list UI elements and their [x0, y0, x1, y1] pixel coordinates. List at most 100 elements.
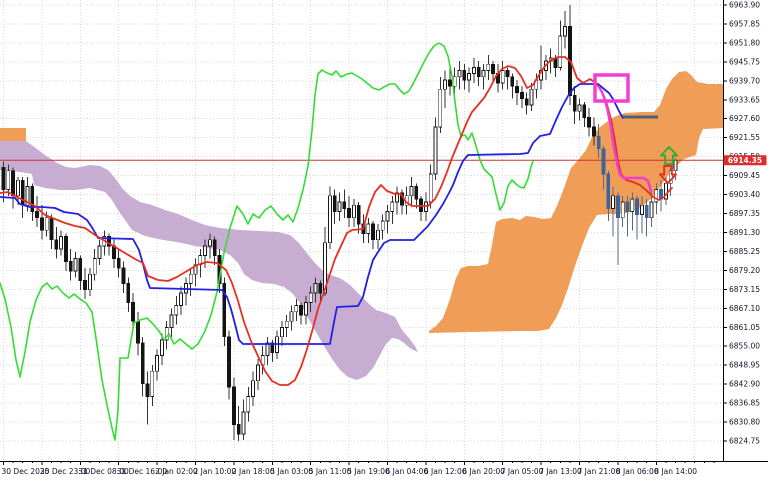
- candle: [380, 214, 385, 240]
- candle: [135, 311, 140, 356]
- candle: [193, 258, 198, 287]
- candle: [433, 117, 438, 181]
- time-tick-label: 6 Jan 20:00: [462, 467, 505, 476]
- candle: [524, 92, 529, 115]
- candle: [11, 167, 16, 209]
- candle: [500, 61, 505, 90]
- kumo-patch-top-left: [0, 128, 26, 141]
- candle: [116, 249, 121, 278]
- highlight-rectangle[interactable]: [593, 73, 630, 103]
- candle: [159, 333, 164, 366]
- price-tick-label: 6848.95: [729, 361, 760, 370]
- candle: [505, 67, 510, 90]
- candle: [649, 192, 654, 228]
- candle: [318, 280, 323, 303]
- up-arrow-icon[interactable]: [660, 146, 678, 165]
- time-tick-label: 8 Jan 06:00: [616, 467, 659, 476]
- candle: [596, 123, 601, 159]
- candle: [625, 195, 630, 237]
- candle: [630, 192, 635, 231]
- price-tick-label: 6873.15: [729, 285, 760, 294]
- price-tick-label: 6830.80: [729, 418, 760, 427]
- time-tick-label: 5 Jan 19:00: [347, 467, 390, 476]
- candle: [640, 195, 644, 234]
- candle: [40, 205, 44, 240]
- price-tick-label: 6885.25: [729, 247, 760, 256]
- price-tick-label: 6939.70: [729, 76, 760, 85]
- candle: [635, 195, 639, 240]
- candle: [289, 305, 294, 331]
- price-tick-label: 6927.60: [729, 114, 760, 123]
- candle: [620, 195, 625, 228]
- time-tick-label: 2 Jan 18:00: [232, 467, 275, 476]
- candle: [1, 161, 6, 203]
- kumo-cloud-bullish: [429, 71, 723, 333]
- candle: [390, 195, 395, 225]
- candle: [332, 189, 337, 225]
- candle: [150, 365, 155, 406]
- candle: [476, 61, 481, 87]
- candle: [366, 217, 371, 243]
- candle: [438, 76, 443, 134]
- down-arrow-icon[interactable]: [659, 165, 677, 184]
- candle: [539, 45, 543, 90]
- candle: [592, 117, 596, 146]
- candle: [471, 57, 476, 84]
- candle: [294, 299, 299, 322]
- candle: [529, 83, 534, 112]
- candle: [303, 296, 308, 325]
- candle: [279, 321, 284, 347]
- candle: [30, 183, 35, 221]
- candle: [145, 371, 150, 425]
- trend-path[interactable]: [597, 85, 653, 194]
- candle: [97, 239, 102, 265]
- price-tick-label: 6861.05: [729, 323, 760, 332]
- candle: [20, 177, 25, 218]
- annotations: [593, 73, 678, 194]
- candle: [347, 195, 352, 228]
- candle: [155, 349, 160, 381]
- candle: [568, 5, 572, 105]
- candle: [587, 108, 591, 137]
- price-axis: 6963.90 6957.85 6951.80 6945.75 6939.70 6933.…: [723, 0, 760, 461]
- price-tick-label: 6855.00: [729, 342, 760, 351]
- candle: [419, 195, 424, 221]
- candle: [183, 277, 188, 306]
- candle: [375, 224, 380, 250]
- candle: [126, 277, 131, 312]
- price-tick-label: 6824.75: [729, 437, 760, 446]
- candle: [563, 10, 567, 49]
- candle: [577, 98, 582, 121]
- price-tick-label: 6909.45: [729, 171, 760, 180]
- time-tick-label: 30 Dec 23:00: [40, 467, 91, 476]
- candle: [644, 198, 649, 237]
- time-tick-label: 30 Dec 2025: [2, 467, 50, 476]
- candle: [164, 321, 169, 350]
- time-tick-label: 6 Jan 12:00: [424, 467, 467, 476]
- chikou-span-line: [0, 42, 534, 441]
- candle: [308, 286, 313, 312]
- candle: [212, 236, 217, 265]
- price-tick-label: 6957.85: [729, 19, 760, 28]
- candle: [236, 405, 241, 441]
- time-tick-label: 7 Jan 13:00: [539, 467, 582, 476]
- candle: [515, 79, 519, 105]
- candle: [83, 267, 87, 300]
- candle: [6, 164, 11, 196]
- time-tick-label: 2 Jan 02:00: [155, 467, 198, 476]
- candle: [179, 286, 184, 315]
- candle: [35, 195, 39, 228]
- candle: [601, 145, 606, 190]
- time-tick-label: 31 Dec 16:00: [117, 467, 168, 476]
- candle: [481, 64, 486, 90]
- time-tick-label: 7 Jan 21:00: [578, 467, 621, 476]
- candle: [395, 186, 400, 215]
- candle: [92, 249, 97, 281]
- candle: [462, 64, 467, 90]
- candle: [385, 205, 390, 234]
- candle: [467, 67, 472, 93]
- candle: [486, 54, 491, 80]
- candle: [49, 214, 54, 250]
